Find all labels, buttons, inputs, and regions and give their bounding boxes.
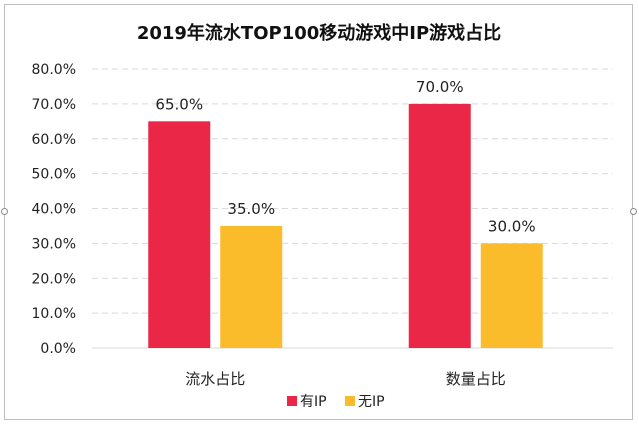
data-label: 30.0% xyxy=(488,217,536,235)
x-category-label: 流水占比 xyxy=(185,370,245,388)
y-tick-label: 70.0% xyxy=(32,97,76,113)
y-axis-ticks: 0.0% 10.0% 20.0% 30.0% 40.0% 50.0% 60.0% 70.0% 8… xyxy=(32,62,76,357)
y-tick-label: 50.0% xyxy=(32,167,76,183)
data-label: 65.0% xyxy=(155,95,203,113)
legend-swatch xyxy=(345,396,355,406)
y-tick-label: 10.0% xyxy=(32,306,76,322)
selection-handle-left[interactable] xyxy=(1,208,8,215)
y-tick-label: 0.0% xyxy=(40,341,76,357)
legend-swatch xyxy=(287,396,297,406)
bar-has-ip[interactable] xyxy=(408,103,471,348)
chart-title: 2019年流水TOP100移动游戏中IP游戏占比 xyxy=(137,22,501,44)
selection-handle-right[interactable] xyxy=(630,208,637,215)
chart-frame xyxy=(4,4,633,420)
y-tick-label: 30.0% xyxy=(32,236,76,252)
data-label: 70.0% xyxy=(416,78,464,96)
bar-no-ip[interactable] xyxy=(480,243,543,348)
bars xyxy=(148,103,543,348)
x-axis-categories: 流水占比 数量占比 xyxy=(185,370,506,388)
x-category-label: 数量占比 xyxy=(446,370,506,388)
data-label: 35.0% xyxy=(227,200,275,218)
y-tick-label: 80.0% xyxy=(32,62,76,78)
y-tick-label: 40.0% xyxy=(32,202,76,218)
legend: 有IP 无IP xyxy=(287,394,385,410)
legend-label: 无IP xyxy=(358,394,385,410)
y-tick-label: 20.0% xyxy=(32,271,76,287)
y-tick-label: 60.0% xyxy=(32,132,76,148)
bar-has-ip[interactable] xyxy=(148,121,211,348)
legend-label: 有IP xyxy=(300,394,327,410)
bar-no-ip[interactable] xyxy=(220,225,283,348)
data-labels: 65.0% 35.0% 70.0% 30.0% xyxy=(155,78,535,236)
